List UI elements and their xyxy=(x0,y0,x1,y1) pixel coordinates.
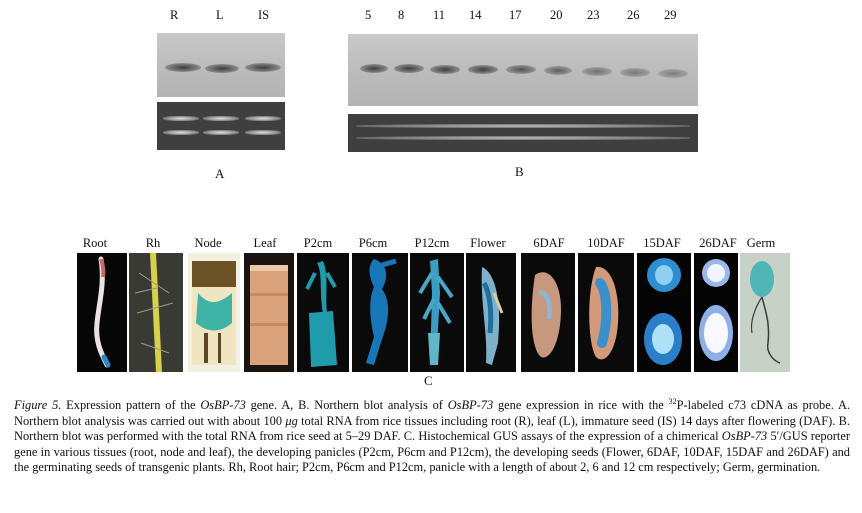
lane-label-20: 20 xyxy=(550,8,563,22)
isotope-superscript: 32 xyxy=(668,396,677,406)
gus-image-15daf xyxy=(637,253,691,372)
tissue-label-15daf: 15DAF xyxy=(643,236,681,250)
lane-label-is: IS xyxy=(258,8,270,22)
hybridization-band xyxy=(582,67,612,76)
hybridization-band xyxy=(394,64,424,73)
tissue-label-10daf: 10DAF xyxy=(587,236,625,250)
gus-image-flower xyxy=(466,253,516,372)
gus-image-10daf xyxy=(578,253,634,372)
tissue-label-26daf: 26DAF xyxy=(699,236,737,250)
lane-label-14: 14 xyxy=(469,8,482,22)
gus-image-p6cm xyxy=(352,253,408,372)
gus-image-p2cm xyxy=(297,253,349,372)
gene-name: OsBP-73 xyxy=(447,398,494,412)
hybridization-band xyxy=(360,64,388,73)
gus-image-6daf xyxy=(521,253,575,372)
hybridization-band xyxy=(658,69,688,78)
unit-microgram: μg xyxy=(285,413,298,428)
lane-label-11: 11 xyxy=(433,8,446,22)
tissue-label-root: Root xyxy=(82,236,108,250)
gus-image-root-hair xyxy=(129,253,183,372)
figure-caption: Figure 5. Expression pattern of the OsBP… xyxy=(14,396,850,476)
gus-image-root xyxy=(77,253,127,372)
hybridization-band xyxy=(205,64,239,73)
rrna-band xyxy=(163,130,199,135)
gus-image-26daf xyxy=(694,253,738,372)
rrna-band xyxy=(203,116,239,121)
figure-label: Figure 5. xyxy=(14,398,62,412)
tissue-label-6daf: 6DAF xyxy=(533,236,565,250)
panel-a-rrna-loading-control xyxy=(157,102,285,150)
gus-image-germ xyxy=(740,253,790,372)
lane-label-17: 17 xyxy=(509,8,522,22)
gene-name: OsBP-73 xyxy=(200,398,246,412)
hybridization-band xyxy=(468,65,498,74)
lane-label-23: 23 xyxy=(587,8,600,22)
lane-label-29: 29 xyxy=(664,8,677,22)
lane-label-r: R xyxy=(170,8,179,22)
hybridization-band xyxy=(620,68,650,77)
lane-label-l: L xyxy=(216,8,224,22)
gus-image-leaf xyxy=(244,253,294,372)
tissue-label-p2cm: P2cm xyxy=(303,236,333,250)
gus-image-p12cm xyxy=(410,253,464,372)
tissue-label-node: Node xyxy=(194,236,222,250)
hybridization-band xyxy=(506,65,536,74)
hybridization-band xyxy=(245,63,281,72)
rrna-band xyxy=(356,136,690,140)
tissue-label-rh: Rh xyxy=(145,236,161,250)
panel-label-c: C xyxy=(424,373,433,388)
rrna-band xyxy=(163,116,199,121)
lane-label-8: 8 xyxy=(398,8,405,22)
gus-image-node xyxy=(188,253,240,372)
panel-b-rrna-loading-control xyxy=(348,114,698,152)
hybridization-band xyxy=(430,65,460,74)
rrna-band xyxy=(245,116,281,121)
panel-label-a: A xyxy=(215,166,225,181)
caption-text: gene expression in rice with the xyxy=(493,398,669,412)
tissue-label-germ: Germ xyxy=(746,236,776,250)
lane-label-5: 5 xyxy=(365,8,372,22)
panel-label-b: B xyxy=(515,164,524,179)
hybridization-band xyxy=(165,63,201,72)
tissue-label-leaf: Leaf xyxy=(253,236,277,250)
panel-a-northern-blot xyxy=(157,33,285,97)
rrna-band xyxy=(203,130,239,135)
rrna-band xyxy=(356,124,690,128)
caption-text: total RNA from rice tissues including ro… xyxy=(14,413,850,444)
tissue-label-p6cm: P6cm xyxy=(358,236,388,250)
caption-text: 5′/GUS reporter gene in various tissues … xyxy=(14,429,850,475)
lane-label-26: 26 xyxy=(627,8,640,22)
caption-text: gene. A, B. Northern blot analysis of xyxy=(245,398,448,412)
gene-name: OsBP-73 xyxy=(721,429,768,444)
caption-text: P-labeled c73 cDNA as probe. A. Northern… xyxy=(14,398,850,428)
tissue-label-flower: Flower xyxy=(470,236,506,250)
rrna-band xyxy=(245,130,281,135)
hybridization-band xyxy=(544,66,572,75)
tissue-label-p12cm: P12cm xyxy=(414,236,450,250)
panel-b-northern-blot xyxy=(348,34,698,106)
caption-text: Expression pattern of the xyxy=(61,398,201,412)
